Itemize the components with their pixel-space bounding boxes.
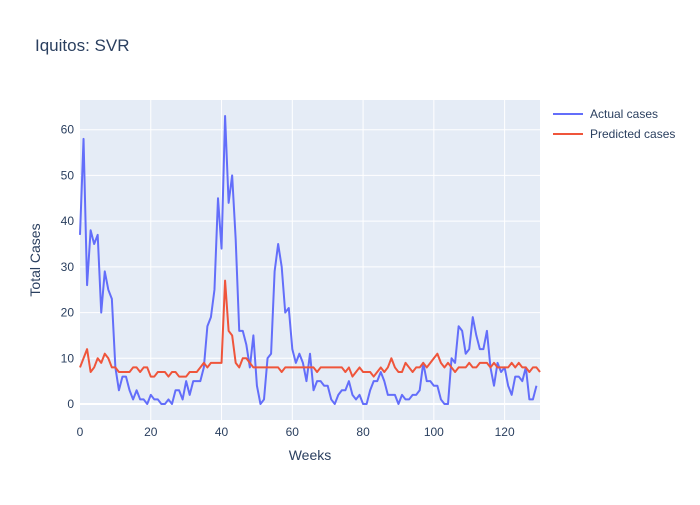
x-tick-label: 100 xyxy=(424,425,444,439)
x-tick-label: 120 xyxy=(495,425,515,439)
legend-item-predicted-cases[interactable]: Predicted cases xyxy=(553,127,675,141)
y-axis-label: Total Cases xyxy=(27,223,43,296)
y-tick-label: 50 xyxy=(61,168,75,182)
y-tick-label: 30 xyxy=(61,260,75,274)
y-tick-label: 60 xyxy=(61,123,75,137)
chart-title: Iquitos: SVR xyxy=(35,36,130,55)
legend-item-actual-cases[interactable]: Actual cases xyxy=(553,107,658,121)
x-tick-label: 0 xyxy=(77,425,84,439)
x-axis-label: Weeks xyxy=(289,447,332,463)
x-tick-label: 20 xyxy=(144,425,158,439)
x-tick-labels: 0 20 40 60 80 100 120 xyxy=(77,425,515,439)
x-tick-label: 80 xyxy=(356,425,370,439)
predicted-cases-line xyxy=(79,279,541,378)
legend-label: Actual cases xyxy=(590,107,658,121)
x-tick-label: 40 xyxy=(215,425,229,439)
y-tick-label: 10 xyxy=(61,351,75,365)
legend-label: Predicted cases xyxy=(590,127,675,141)
series-layer xyxy=(79,115,541,405)
y-tick-label: 40 xyxy=(61,214,75,228)
y-tick-label: 0 xyxy=(67,397,74,411)
y-tick-labels: 0 10 20 30 40 50 60 xyxy=(61,123,75,411)
legend[interactable]: Actual cases Predicted cases xyxy=(553,107,675,141)
grid-lines xyxy=(80,100,540,420)
x-tick-label: 60 xyxy=(286,425,300,439)
y-tick-label: 20 xyxy=(61,306,75,320)
